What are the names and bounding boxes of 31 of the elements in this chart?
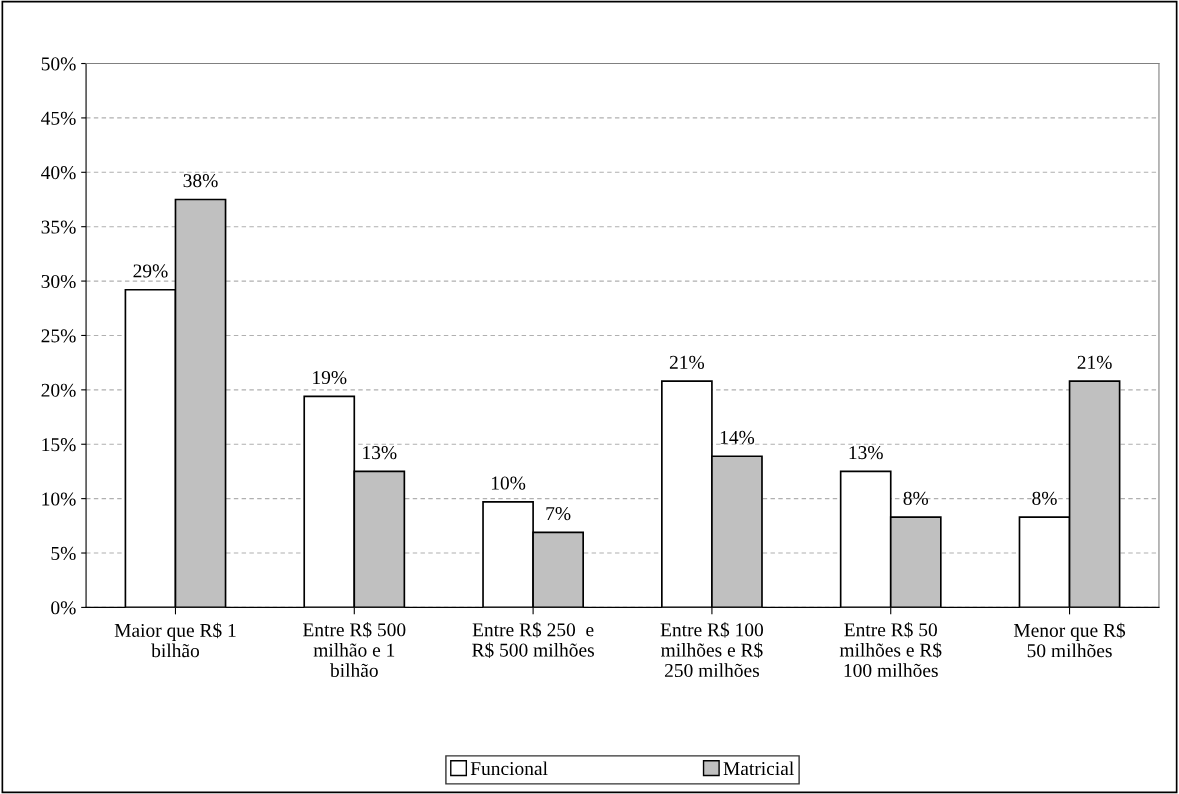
y-tick-label: 20% (41, 383, 76, 397)
legend-label: Matricial (723, 761, 794, 776)
data-label: 8% (903, 491, 929, 505)
y-tick-label: 25% (41, 329, 76, 343)
data-label: 19% (313, 370, 347, 385)
x-tick-label: Entre R$ 250 e R$ 500 milhões (472, 622, 594, 658)
y-tick-label: 10% (42, 492, 76, 506)
x-tick-label: Entre R$ 100 milhões e R$ 250 milhões (660, 622, 764, 678)
y-tick-label: 40% (41, 166, 76, 180)
data-label: 10% (491, 476, 526, 490)
y-tick-label: 45% (41, 111, 76, 125)
y-tick-label: 0% (51, 601, 76, 615)
data-label: 8% (1032, 491, 1057, 505)
data-label: 13% (849, 446, 883, 460)
y-tick-label: 15% (42, 438, 76, 452)
x-tick-label: Entre R$ 500 milhão e 1 bilhão (303, 622, 406, 678)
y-tick-label: 5% (51, 546, 76, 561)
y-tick-label: 35% (41, 220, 76, 234)
data-label: 29% (133, 264, 168, 278)
y-tick-label: 30% (41, 274, 76, 289)
legend-label: Funcional (470, 761, 548, 776)
data-label: 14% (720, 430, 755, 444)
data-label: 38% (183, 174, 218, 188)
data-label: 21% (1077, 355, 1112, 369)
y-tick-label: 50% (41, 57, 76, 71)
x-tick-label: Maior que R$ 1 bilhão (114, 622, 236, 658)
x-tick-label: Entre R$ 50 milhões e R$ 100 milhões (839, 622, 942, 678)
data-label: 7% (546, 506, 571, 521)
x-tick-label: Menor que R$ 50 milhões (1013, 622, 1126, 658)
data-label: 13% (363, 446, 397, 460)
data-label: 21% (669, 355, 705, 369)
